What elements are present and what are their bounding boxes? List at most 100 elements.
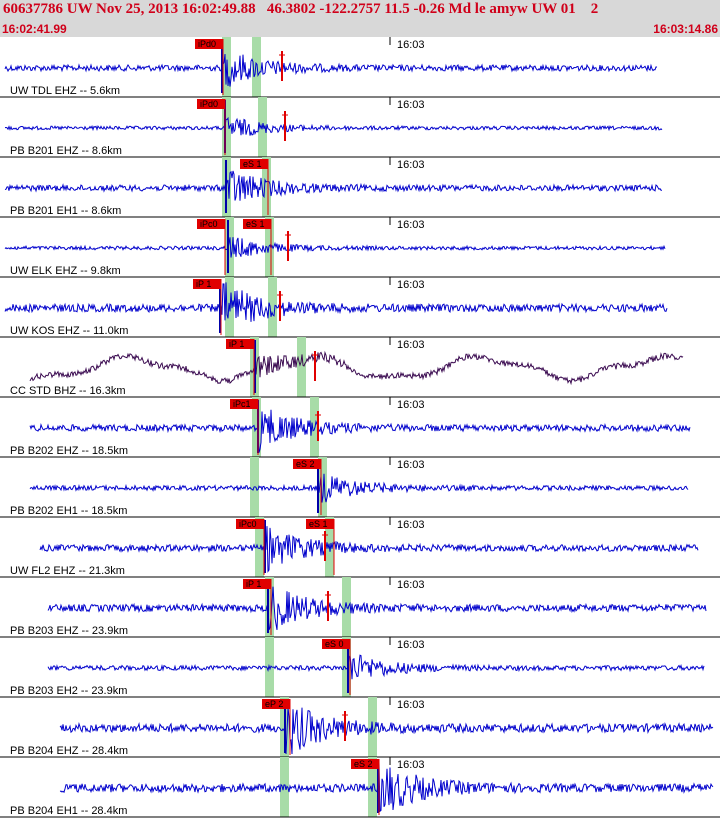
phase-pick[interactable]: eS 1 bbox=[306, 519, 335, 575]
travel-time-window bbox=[225, 217, 234, 277]
travel-time-window bbox=[262, 157, 271, 217]
pick-label: iPd0 bbox=[198, 39, 216, 49]
pick-label: eS 2 bbox=[296, 459, 315, 469]
pick-label: iPd0 bbox=[200, 99, 218, 109]
trace-label: PB B202 EHZ -- 18.5km bbox=[10, 445, 128, 457]
pick-label: eS 1 bbox=[309, 519, 328, 529]
travel-time-window bbox=[310, 397, 319, 457]
pick-flag[interactable] bbox=[243, 579, 271, 589]
phase-pick[interactable]: eP 2 bbox=[262, 699, 291, 755]
travel-time-window bbox=[222, 97, 231, 157]
minute-label: 16:03 bbox=[397, 639, 425, 651]
waveform bbox=[39, 526, 699, 573]
waveform bbox=[47, 654, 705, 680]
pick-flag[interactable] bbox=[351, 759, 379, 769]
trace-row[interactable]: 16:03 iPc0 eS 1 UW ELK EHZ -- 9.8km bbox=[0, 217, 720, 278]
minute-label: 16:03 bbox=[397, 39, 425, 51]
phase-pick[interactable]: eS 1 bbox=[240, 159, 269, 215]
window-end-time: 16:03:14.86 bbox=[653, 22, 718, 36]
minute-label: 16:03 bbox=[397, 759, 425, 771]
pick-label: iPc1 bbox=[233, 399, 251, 409]
pick-flag[interactable] bbox=[262, 699, 290, 709]
event-title: 60637786 UW Nov 25, 2013 16:02:49.88 46.… bbox=[3, 1, 599, 17]
minute-label: 16:03 bbox=[397, 459, 425, 471]
trace-row[interactable]: 16:03 iP 1 UW KOS EHZ -- 11.0km bbox=[0, 277, 720, 338]
window-start-time: 16:02:41.99 bbox=[2, 22, 67, 36]
trace-row[interactable]: 16:03 eS 2 PB B204 EH1 -- 28.4km bbox=[0, 757, 720, 818]
pick-label: iP 1 bbox=[229, 339, 244, 349]
trace-row[interactable]: 16:03 iPd0 PB B201 EHZ -- 8.6km bbox=[0, 97, 720, 158]
pick-label: iP 1 bbox=[246, 579, 261, 589]
waveform bbox=[29, 350, 684, 386]
trace-row[interactable]: 16:03 eS 0 PB B203 EH2 -- 23.9km bbox=[0, 637, 720, 698]
pick-label: iPc0 bbox=[239, 519, 257, 529]
minute-label: 16:03 bbox=[397, 219, 425, 231]
pick-flag[interactable] bbox=[306, 519, 334, 529]
trace-row[interactable]: 16:03 iPc0 eS 1 UW FL2 EHZ -- 21.3km bbox=[0, 517, 720, 578]
waveform bbox=[4, 53, 658, 87]
phase-pick[interactable]: iPc1 bbox=[230, 399, 259, 455]
waveform-header: 60637786 UW Nov 25, 2013 16:02:49.88 46.… bbox=[0, 0, 720, 37]
travel-time-window bbox=[255, 517, 264, 577]
phase-pick[interactable]: eS 0 bbox=[322, 639, 351, 695]
phase-pick[interactable]: iPd0 bbox=[195, 39, 224, 95]
phase-pick[interactable]: iP 1 bbox=[193, 279, 222, 335]
minute-label: 16:03 bbox=[397, 519, 425, 531]
phase-pick[interactable]: eS 1 bbox=[243, 219, 272, 275]
phase-pick[interactable]: eS 2 bbox=[293, 459, 322, 515]
phase-pick[interactable]: iPc0 bbox=[197, 219, 226, 275]
minute-label: 16:03 bbox=[397, 399, 425, 411]
phase-pick[interactable]: iP 1 bbox=[226, 339, 255, 395]
trace-row[interactable]: 16:03 eS 1 PB B201 EH1 -- 8.6km bbox=[0, 157, 720, 218]
phase-pick[interactable]: iPd0 bbox=[197, 99, 226, 155]
travel-time-window bbox=[252, 397, 261, 457]
trace-row[interactable]: 16:03 eS 2 PB B202 EH1 -- 18.5km bbox=[0, 457, 720, 518]
travel-time-window bbox=[265, 577, 274, 637]
travel-time-window bbox=[297, 337, 306, 397]
pick-label: eS 1 bbox=[243, 159, 262, 169]
pick-flag[interactable] bbox=[243, 219, 271, 229]
waveform bbox=[47, 586, 707, 631]
pick-flag[interactable] bbox=[240, 159, 268, 169]
pick-flag[interactable] bbox=[195, 39, 223, 49]
pick-flag[interactable] bbox=[293, 459, 321, 469]
minute-label: 16:03 bbox=[397, 99, 425, 111]
pick-flag[interactable] bbox=[322, 639, 350, 649]
seismogram-panel[interactable]: 16:03 iPd0 UW TDL EHZ -- 5.6km 16:03 iPd0 PB … bbox=[0, 37, 720, 818]
trace-row[interactable]: 16:03 iPc1 PB B202 EHZ -- 18.5km bbox=[0, 397, 720, 458]
minute-label: 16:03 bbox=[397, 339, 425, 351]
pick-label: eS 1 bbox=[246, 219, 265, 229]
minute-label: 16:03 bbox=[397, 579, 425, 591]
phase-pick[interactable]: eS 2 bbox=[351, 759, 380, 815]
pick-flag[interactable] bbox=[226, 339, 254, 349]
pick-flag[interactable] bbox=[230, 399, 258, 409]
trace-row[interactable]: 16:03 iP 1 PB B203 EHZ -- 23.9km bbox=[0, 577, 720, 638]
pick-label: eS 2 bbox=[354, 759, 373, 769]
waveform bbox=[59, 707, 714, 755]
minute-label: 16:03 bbox=[397, 699, 425, 711]
trace-label: PB B203 EHZ -- 23.9km bbox=[10, 625, 128, 637]
travel-time-window bbox=[318, 457, 327, 517]
trace-label: CC STD BHZ -- 16.3km bbox=[10, 385, 126, 397]
waveform bbox=[4, 282, 668, 322]
travel-time-window bbox=[280, 757, 289, 817]
pick-flag[interactable] bbox=[193, 279, 221, 289]
travel-time-window bbox=[268, 277, 277, 337]
trace-label: UW ELK EHZ -- 9.8km bbox=[10, 265, 121, 277]
trace-row[interactable]: 16:03 iP 1 CC STD BHZ -- 16.3km bbox=[0, 337, 720, 398]
phase-pick[interactable]: iP 1 bbox=[243, 579, 272, 635]
pick-flag[interactable] bbox=[197, 219, 225, 229]
trace-row[interactable]: 16:03 iPd0 UW TDL EHZ -- 5.6km bbox=[0, 37, 720, 98]
trace-label: UW TDL EHZ -- 5.6km bbox=[10, 85, 120, 97]
pick-label: iP 1 bbox=[196, 279, 211, 289]
pick-label: eP 2 bbox=[265, 699, 283, 709]
waveform bbox=[59, 761, 714, 813]
waveform bbox=[4, 237, 666, 258]
travel-time-window bbox=[252, 37, 261, 97]
pick-flag[interactable] bbox=[197, 99, 225, 109]
pick-flag[interactable] bbox=[236, 519, 264, 529]
trace-row[interactable]: 16:03 eP 2 PB B204 EHZ -- 28.4km bbox=[0, 697, 720, 758]
waveform bbox=[4, 170, 662, 201]
minute-label: 16:03 bbox=[397, 279, 425, 291]
phase-pick[interactable]: iPc0 bbox=[236, 519, 265, 575]
